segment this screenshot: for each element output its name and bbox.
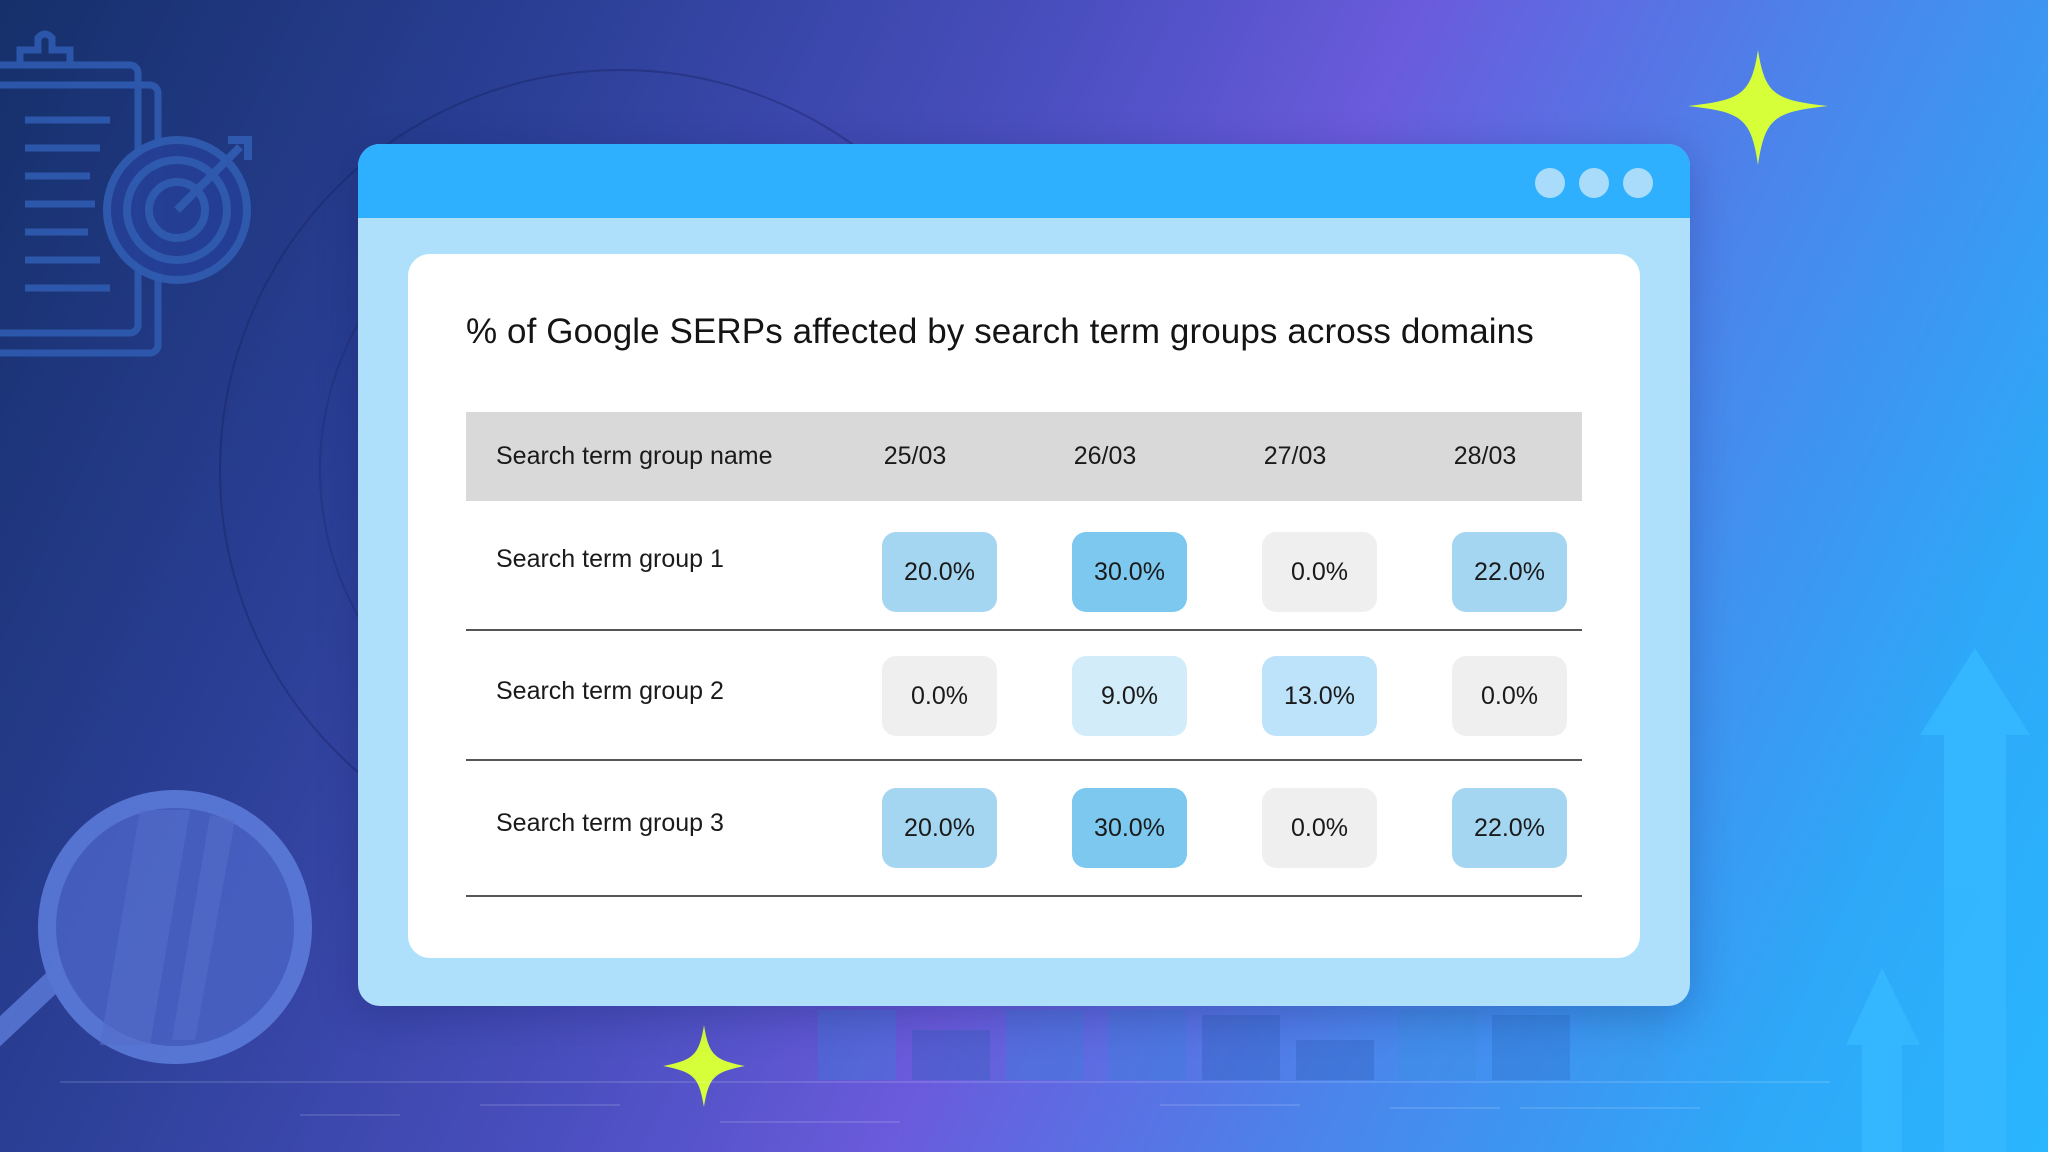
target-icon <box>103 136 252 284</box>
value-cell: 30.0% <box>1072 532 1187 612</box>
column-header-26-03: 26/03 <box>1073 442 1137 470</box>
row-label: Search term group 1 <box>496 545 724 573</box>
app-window: % of Google SERPs affected by search ter… <box>358 144 1690 1006</box>
table-row: Search term group 3 20.0% 30.0% 0.0% 22.… <box>466 761 1582 897</box>
baseline-lines <box>60 1081 1830 1123</box>
window-dot-1[interactable] <box>1535 168 1565 198</box>
value-cell: 0.0% <box>882 656 997 736</box>
window-dot-3[interactable] <box>1623 168 1653 198</box>
value-cell: 9.0% <box>1072 656 1187 736</box>
column-header-25-03: 25/03 <box>883 442 947 470</box>
value-cell: 20.0% <box>882 532 997 612</box>
value-cell: 22.0% <box>1452 532 1567 612</box>
value-cell: 0.0% <box>1262 788 1377 868</box>
value-cell: 0.0% <box>1452 656 1567 736</box>
value-cell: 30.0% <box>1072 788 1187 868</box>
value-cell: 13.0% <box>1262 656 1377 736</box>
window-titlebar <box>358 144 1690 218</box>
sparkle-icon-small <box>663 1025 745 1107</box>
value-cell: 0.0% <box>1262 532 1377 612</box>
table-header-row: Search term group name 25/03 26/03 27/03… <box>466 412 1582 501</box>
row-label: Search term group 2 <box>496 677 724 705</box>
table-title: % of Google SERPs affected by search ter… <box>466 312 1534 351</box>
magnifier-icon <box>0 790 312 1064</box>
sparkle-icon <box>1688 50 1828 165</box>
column-header-name: Search term group name <box>496 442 773 470</box>
value-cell: 20.0% <box>882 788 997 868</box>
window-dot-2[interactable] <box>1579 168 1609 198</box>
column-header-27-03: 27/03 <box>1263 442 1327 470</box>
data-table: Search term group name 25/03 26/03 27/03… <box>466 412 1582 897</box>
value-cell: 22.0% <box>1452 788 1567 868</box>
arrow-up-icon <box>1846 648 2030 1152</box>
table-card: % of Google SERPs affected by search ter… <box>408 254 1640 958</box>
table-row: Search term group 2 0.0% 9.0% 13.0% 0.0% <box>466 631 1582 761</box>
bar-chart-icon <box>818 1010 1664 1080</box>
row-label: Search term group 3 <box>496 809 724 837</box>
column-header-28-03: 28/03 <box>1453 442 1517 470</box>
table-row: Search term group 1 20.0% 30.0% 0.0% 22.… <box>466 501 1582 631</box>
